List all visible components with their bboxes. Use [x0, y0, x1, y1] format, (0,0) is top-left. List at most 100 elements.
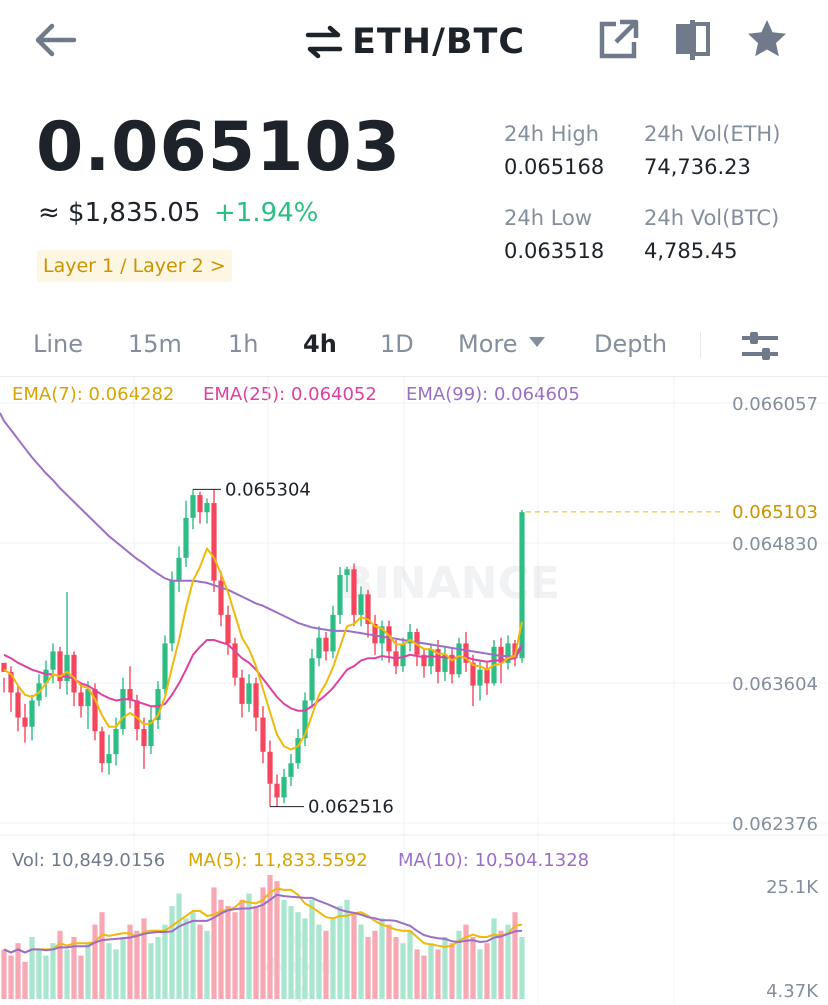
interval-tabs: Line 15m 1h 4h 1D More Depth	[0, 318, 828, 374]
tab-depth[interactable]: Depth	[594, 330, 668, 358]
volume-bar	[512, 912, 518, 999]
category-tag[interactable]: Layer 1 / Layer 2 >	[37, 250, 232, 282]
volume-bar	[407, 930, 413, 999]
volume-bar	[365, 937, 371, 999]
low-value: 0.063518	[504, 239, 605, 263]
volume-bar	[330, 918, 336, 999]
candle-body	[120, 689, 126, 729]
candle-body	[281, 776, 287, 798]
volume-bar	[190, 912, 196, 999]
volume-bar	[449, 943, 455, 999]
volume-bar	[344, 899, 350, 999]
candle-body	[127, 689, 133, 701]
candle-body	[505, 643, 511, 663]
candle-body	[267, 751, 273, 784]
volume-bar	[274, 881, 280, 999]
volume-bar	[414, 949, 420, 999]
volume-bar	[43, 955, 49, 999]
vol-eth-value: 74,736.23	[644, 155, 751, 179]
volume-bar	[239, 899, 245, 999]
volume-bar	[491, 918, 497, 999]
tab-line[interactable]: Line	[33, 330, 84, 358]
back-arrow-icon[interactable]	[30, 18, 78, 62]
candle-body	[8, 671, 14, 693]
candle-body	[484, 669, 490, 684]
tab-1h[interactable]: 1h	[228, 330, 259, 358]
share-icon[interactable]	[598, 18, 640, 60]
candle-body	[71, 654, 77, 693]
volume-bar	[358, 924, 364, 999]
candle-body	[78, 692, 84, 707]
candle-body	[22, 717, 28, 727]
pair-selector[interactable]: ETH/BTC	[304, 18, 525, 66]
candle-body	[435, 649, 441, 672]
watermark-text: BINANCE	[340, 558, 560, 609]
volume-bar	[106, 943, 112, 999]
candle-body	[463, 643, 469, 663]
y-axis-label-1: 0.066057	[732, 394, 818, 415]
high-value: 0.065168	[504, 155, 605, 179]
volume-bar	[204, 930, 210, 999]
candle-body	[113, 728, 119, 755]
volume-bar	[134, 930, 140, 999]
volume-bar	[379, 918, 385, 999]
caret-down-icon	[529, 337, 546, 347]
vol-btc-value: 4,785.45	[644, 239, 738, 263]
volume-bar	[288, 906, 294, 999]
y-axis-label-4: 0.062376	[732, 814, 818, 835]
volume-label: Vol: 10,849.0156	[12, 850, 166, 871]
candle-body	[141, 728, 147, 747]
ema99-label: EMA(99): 0.064605	[406, 384, 580, 405]
vol-eth-label: 24h Vol(ETH)	[644, 122, 781, 146]
volume-bar	[155, 937, 161, 999]
volume-bar	[400, 943, 406, 999]
favorite-star-icon[interactable]	[746, 18, 788, 60]
candle-body	[365, 594, 371, 625]
candlestick-chart[interactable]: BINANCE 0.065304 0.062516 0.066057 0.064…	[0, 377, 828, 1005]
volume-bar	[421, 955, 427, 999]
volume-bar	[505, 924, 511, 999]
candle-body	[190, 495, 196, 518]
volume-bar	[393, 937, 399, 999]
volume-bar	[78, 955, 84, 999]
y-axis-label-3: 0.063604	[732, 674, 818, 695]
volume-bar	[470, 937, 476, 999]
volume-bar	[246, 893, 252, 999]
pair-title: ETH/BTC	[352, 22, 526, 62]
tab-4h[interactable]: 4h	[303, 330, 337, 358]
volume-bar	[442, 937, 448, 999]
candle-body	[232, 643, 238, 678]
candle-body	[379, 626, 385, 644]
volume-bar	[456, 930, 462, 999]
candle-body	[85, 689, 91, 707]
ema7-line	[3, 546, 523, 751]
swap-arrows-icon	[305, 25, 343, 59]
tab-15m[interactable]: 15m	[128, 330, 182, 358]
volume-bar	[498, 930, 504, 999]
volume-bar	[323, 930, 329, 999]
current-price-box	[724, 497, 824, 526]
candle-body	[57, 651, 63, 682]
chart-top-border	[0, 376, 828, 377]
volume-bar	[99, 912, 105, 999]
compare-icon[interactable]	[672, 18, 714, 60]
volume-axis-min: 4.37K	[766, 981, 819, 1002]
tab-more[interactable]: More	[458, 330, 547, 358]
tab-1d[interactable]: 1D	[380, 330, 414, 358]
candle-body	[498, 646, 504, 663]
candles	[1, 489, 525, 807]
volume-ma5-line	[3, 887, 523, 954]
chart-settings-icon[interactable]	[740, 328, 780, 364]
candle-body	[302, 700, 308, 739]
candle-body	[442, 654, 448, 672]
candle-body	[470, 662, 476, 686]
volume-bar	[57, 930, 63, 999]
candle-body	[29, 700, 35, 727]
volume-bar	[169, 906, 175, 999]
candle-body	[43, 669, 49, 684]
volume-bar	[386, 924, 392, 999]
candle-body	[449, 654, 455, 675]
ema25-label: EMA(25): 0.064052	[203, 384, 377, 405]
volume-bar	[36, 949, 42, 999]
volume-bar	[351, 912, 357, 999]
